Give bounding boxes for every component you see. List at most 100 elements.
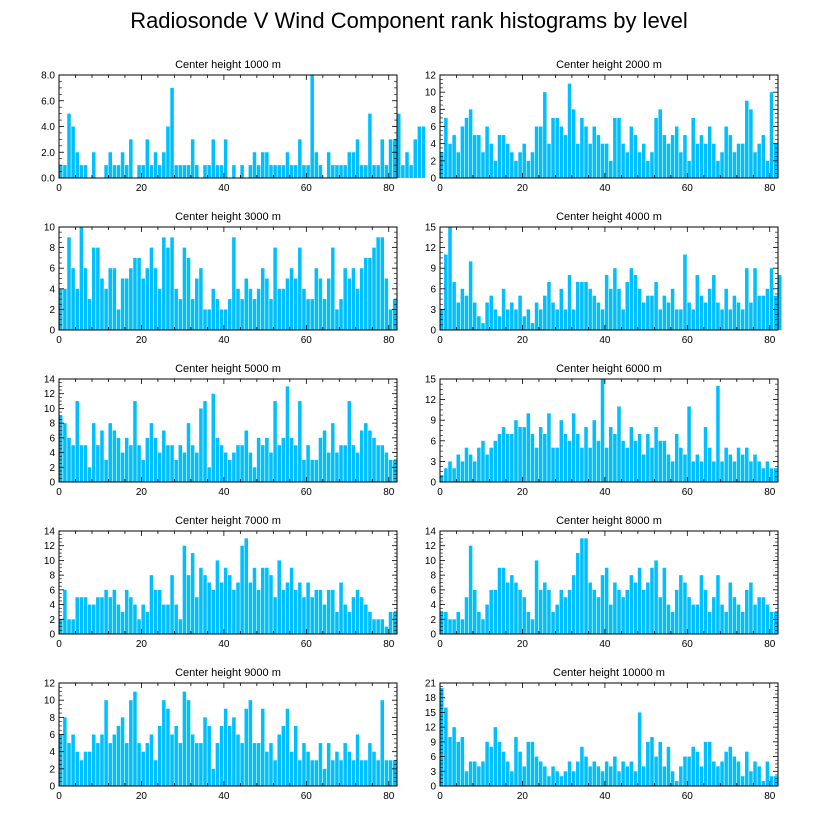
histogram-bar [207,165,211,178]
histogram-bar [518,152,522,178]
histogram-bar [707,126,712,178]
histogram-bar [129,445,133,482]
histogram-bar [298,247,302,330]
histogram-bar [75,751,80,786]
y-tick-label: 8 [430,571,436,582]
histogram-bar [769,468,774,482]
histogram-panel: Center height 5000 m 0 20 40 60 80 0 2 4 6 8 10 12 14 [44,363,398,498]
histogram-bar [452,281,456,330]
histogram-bar [223,567,228,634]
histogram-bar [364,760,368,786]
histogram-bar [728,582,733,634]
histogram-bar [609,766,613,786]
histogram-bar [757,461,761,482]
x-tick-label: 0 [56,639,62,650]
histogram-bar [413,139,418,178]
histogram-bar [314,459,319,482]
histogram-bar [753,761,757,786]
figure-title: Radiosonde V Wind Component rank histogr… [130,8,688,33]
histogram-bar [456,741,461,786]
histogram-bar [335,751,339,786]
y-tick-label: 0 [49,326,55,337]
histogram-bar [120,152,125,178]
histogram-bar [368,257,372,330]
histogram-bar [137,257,141,330]
histogram-bar [166,708,170,786]
histogram-bar [207,725,211,786]
histogram-bar [293,165,298,178]
histogram-bar [182,545,187,634]
histogram-bar [195,743,199,786]
x-tick-label: 80 [383,487,395,498]
histogram-bar [359,597,364,634]
histogram-bar [232,452,236,482]
histogram-bar [551,611,555,634]
histogram-bar [244,278,249,330]
x-tick-label: 20 [136,791,148,802]
histogram-bar [116,165,121,178]
histogram-bar [518,427,522,482]
histogram-bar [596,766,601,786]
histogram-panel: Center height 6000 m 0 20 40 60 80 0 3 6 9 12 15 [425,363,779,498]
histogram-bar [464,117,469,178]
histogram-bar [351,152,356,178]
histogram-bar [538,309,543,330]
histogram-bar [112,430,117,482]
histogram-bar [699,135,704,178]
histogram-bar [753,152,757,178]
histogram-bar [745,589,749,634]
histogram-bar [133,604,137,634]
histogram-bar [761,781,766,786]
histogram-bar [273,247,277,330]
histogram-bar [91,423,96,482]
y-tick-label: 12 [44,679,56,690]
histogram-bar [298,760,302,786]
histogram-bar [149,575,154,634]
histogram-bar [662,135,667,178]
histogram-bar [559,776,564,786]
histogram-bar [133,257,137,330]
histogram-bar [75,288,80,330]
histogram-bar [641,143,646,178]
histogram-bar [203,165,207,178]
histogram-bar [100,734,104,786]
histogram-panel: Center height 3000 m 0 20 40 60 80 0 2 4 6 8 10 [44,211,398,346]
histogram-bar [372,437,376,482]
x-tick-label: 40 [218,791,230,802]
histogram-bar [248,165,253,178]
histogram-bar [757,766,761,786]
histogram-bar [141,751,145,786]
histogram-bar [633,771,638,786]
histogram-bar [120,452,125,482]
histogram-bar [339,760,343,786]
histogram-bar [543,433,547,482]
histogram-bar [273,165,277,178]
histogram-bar [646,582,650,634]
x-tick-label: 60 [682,791,694,802]
histogram-bar [331,760,335,786]
histogram-bar [71,445,75,482]
y-tick-label: 6 [49,433,55,444]
histogram-bar [670,135,675,178]
histogram-bar [248,700,253,786]
histogram-bar [716,385,720,482]
histogram-panel: Center height 8000 m 0 20 40 60 80 0 2 4 6 8 10 12 14 [425,515,779,650]
histogram-bar [555,604,559,634]
y-tick-label: 2 [430,156,436,167]
histogram-bar [460,461,465,482]
histogram-bar [190,553,195,634]
histogram-bar [293,725,298,786]
panel-title: Center height 10000 m [553,667,665,679]
histogram-bar [493,440,498,482]
histogram-bar [571,771,576,786]
histogram-bar [736,447,741,482]
y-tick-label: 2 [49,463,55,474]
histogram-bar [116,725,121,786]
histogram-bar [331,589,335,634]
histogram-bar [190,734,195,786]
histogram-bar [625,152,630,178]
histogram-bar [368,430,372,482]
histogram-bar [228,299,232,330]
y-tick-label: 10 [44,696,56,707]
histogram-bar [104,589,108,634]
